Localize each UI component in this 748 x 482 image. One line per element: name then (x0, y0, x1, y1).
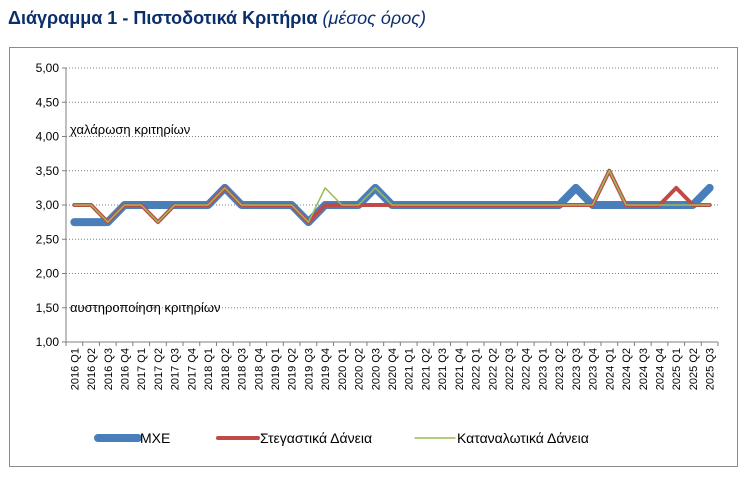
chart-title-sub: (μέσος όρος) (322, 8, 426, 28)
chart-title: Διάγραμμα 1 - Πιστοδοτικά Κριτήρια (μέσο… (8, 8, 426, 29)
x-tick-label: 2017 Q1 (136, 348, 148, 390)
x-tick-label: 2023 Q1 (537, 348, 549, 390)
x-tick-label: 2018 Q3 (237, 348, 249, 390)
x-tick-label: 2017 Q4 (186, 348, 198, 390)
x-tick-label: 2022 Q3 (504, 348, 516, 390)
x-tick-label: 2019 Q2 (287, 348, 299, 390)
x-tick-labels: 2016 Q1 2016 Q2 2016 Q3 2016 Q4 2017 Q1 2017 … (69, 348, 716, 390)
y-tick-label: 4,50 (36, 95, 60, 109)
x-tick-label: 2024 Q1 (604, 348, 616, 390)
x-tick-label: 2020 Q4 (387, 348, 399, 390)
x-tick-label: 2020 Q2 (354, 348, 366, 390)
y-tick-label: 3,00 (36, 198, 60, 212)
x-tick-label: 2025 Q1 (671, 348, 683, 390)
series-line (73, 170, 711, 223)
legend-label: Στεγαστικά Δάνεια (260, 430, 372, 446)
legend: ΜΧΕ Στεγαστικά Δάνεια Καταναλωτικά Δάνεια (94, 430, 589, 446)
y-tick-label: 1,50 (36, 301, 60, 315)
x-tick-label: 2017 Q2 (153, 348, 165, 390)
x-tick-label: 2020 Q1 (337, 348, 349, 390)
x-tick-label: 2025 Q2 (688, 348, 700, 390)
x-tick-label: 2023 Q3 (571, 348, 583, 390)
x-tick-label: 2022 Q2 (487, 348, 499, 390)
x-tick-label: 2024 Q4 (654, 348, 666, 390)
x-tick-label: 2016 Q4 (120, 348, 132, 390)
y-tick-label: 2,50 (36, 232, 60, 246)
x-tick-label: 2023 Q2 (554, 348, 566, 390)
y-tick-label: 5,00 (36, 61, 60, 75)
x-tick-label: 2021 Q1 (404, 348, 416, 390)
y-tick-labels: 1,00 1,50 2,00 2,50 3,00 3,50 4,00 4,50 5,00 (36, 61, 60, 349)
x-tick-label: 2021 Q4 (454, 348, 466, 390)
x-tick-label: 2016 Q2 (86, 348, 98, 390)
x-tick-label: 2019 Q1 (270, 348, 282, 390)
x-tick-label: 2016 Q1 (69, 348, 81, 390)
y-tick-label: 2,00 (36, 267, 60, 281)
x-tick-label: 2019 Q3 (303, 348, 315, 390)
x-tick-label: 2021 Q3 (437, 348, 449, 390)
x-tick-label: 2018 Q1 (203, 348, 215, 390)
annotation-easing: χαλάρωση κριτηρίων (70, 122, 190, 137)
line-chart: χαλάρωση κριτηρίων αυστηροποίηση κριτηρί… (36, 61, 719, 446)
x-tick-label: 2018 Q2 (220, 348, 232, 390)
series-line (72, 168, 712, 225)
x-tick-label: 2022 Q1 (471, 348, 483, 390)
x-tick-label: 2023 Q4 (588, 348, 600, 390)
x-tick-label: 2021 Q2 (420, 348, 432, 390)
legend-label: Καταναλωτικά Δάνεια (457, 430, 589, 446)
x-tick-label: 2025 Q3 (705, 348, 717, 390)
annotation-tightening: αυστηροποίηση κριτηρίων (70, 300, 221, 315)
x-tick-label: 2017 Q3 (170, 348, 182, 390)
x-tick-label: 2022 Q4 (521, 348, 533, 390)
x-tick-label: 2024 Q2 (621, 348, 633, 390)
chart-title-main: Διάγραμμα 1 - Πιστοδοτικά Κριτήρια (8, 8, 318, 28)
x-tick-label: 2020 Q3 (370, 348, 382, 390)
x-tick-label: 2024 Q3 (638, 348, 650, 390)
y-tick-label: 4,00 (36, 130, 60, 144)
chart-frame: χαλάρωση κριτηρίων αυστηροποίηση κριτηρί… (9, 47, 738, 467)
x-tick-label: 2016 Q3 (103, 348, 115, 390)
grid (66, 67, 718, 309)
x-tick-label: 2018 Q4 (253, 348, 265, 390)
y-tick-label: 1,00 (36, 335, 60, 349)
axes (62, 67, 719, 346)
legend-label: ΜΧΕ (140, 430, 170, 446)
series-lines (70, 168, 714, 227)
y-tick-label: 3,50 (36, 164, 60, 178)
x-tick-label: 2019 Q4 (320, 348, 332, 390)
